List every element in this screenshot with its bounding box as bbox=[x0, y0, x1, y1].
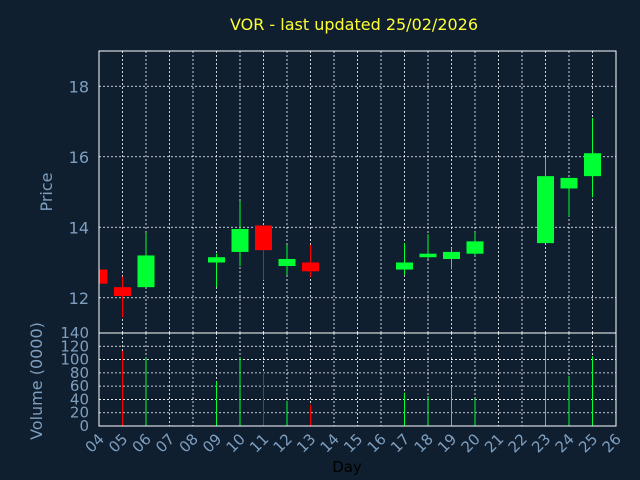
x-tick-label: 07 bbox=[152, 430, 178, 456]
candle-body bbox=[302, 262, 319, 272]
x-tick-label: 24 bbox=[552, 430, 578, 456]
candle-body bbox=[443, 251, 460, 259]
x-tick-label: 21 bbox=[481, 430, 507, 456]
x-tick-label: 25 bbox=[575, 430, 601, 456]
price-panel: 12 14 16 18 bbox=[69, 50, 617, 334]
x-tick-label: 12 bbox=[270, 430, 296, 456]
price-tick-label: 12 bbox=[69, 289, 89, 308]
x-tick-label: 22 bbox=[505, 430, 531, 456]
candle-body bbox=[231, 229, 249, 252]
chart-title: VOR - last updated 25/02/2026 bbox=[230, 15, 478, 34]
volume-tick-label: 20 bbox=[70, 404, 89, 422]
x-axis-label: Day bbox=[332, 458, 362, 476]
candle-body bbox=[537, 176, 554, 244]
candle-body bbox=[560, 177, 578, 189]
price-axis-label: Price bbox=[37, 172, 56, 211]
volume-tick-label: 40 bbox=[70, 390, 89, 408]
x-tick-label: 16 bbox=[364, 430, 390, 456]
x-tick-label: 20 bbox=[458, 430, 484, 456]
x-tick-label: 23 bbox=[528, 430, 554, 456]
x-tick-label: 26 bbox=[599, 430, 625, 456]
x-tick-label: 19 bbox=[434, 430, 460, 456]
candle-body bbox=[208, 257, 225, 263]
candle-body bbox=[99, 269, 108, 284]
volume-axis-label: Volume (0000) bbox=[27, 322, 46, 440]
price-tick-label: 16 bbox=[69, 148, 89, 167]
candle-body bbox=[137, 255, 155, 288]
x-tick-label: 13 bbox=[293, 430, 319, 456]
candle-body bbox=[396, 262, 413, 270]
candle-body bbox=[419, 253, 437, 258]
x-tick-label: 10 bbox=[223, 430, 249, 456]
x-tick-label: 18 bbox=[411, 430, 437, 456]
volume-tick-label: 0 bbox=[79, 417, 89, 435]
x-tick-label: 17 bbox=[387, 430, 413, 456]
x-tick-label: 14 bbox=[317, 430, 343, 456]
volume-tick-label: 80 bbox=[70, 364, 89, 382]
price-tick-label: 18 bbox=[69, 77, 89, 96]
x-tick-label: 11 bbox=[246, 430, 272, 456]
candle-body bbox=[466, 241, 484, 254]
x-axis: 0405060708091011121314151617181920212223… bbox=[82, 430, 625, 456]
candle-body bbox=[278, 258, 296, 267]
volume-tick-label: 140 bbox=[60, 324, 89, 342]
candle-body bbox=[114, 287, 131, 296]
candle-body bbox=[584, 153, 601, 177]
volume-tick-label: 60 bbox=[70, 377, 89, 395]
price-tick-label: 14 bbox=[69, 218, 89, 237]
x-tick-label: 09 bbox=[199, 430, 225, 456]
candle-body bbox=[255, 225, 272, 251]
x-tick-label: 05 bbox=[105, 430, 131, 456]
x-tick-label: 06 bbox=[129, 430, 155, 456]
volume-tick-label: 100 bbox=[60, 351, 89, 369]
x-tick-label: 15 bbox=[340, 430, 366, 456]
volume-tick-label: 120 bbox=[60, 337, 89, 355]
x-tick-label: 08 bbox=[176, 430, 202, 456]
volume-frame bbox=[98, 332, 617, 427]
